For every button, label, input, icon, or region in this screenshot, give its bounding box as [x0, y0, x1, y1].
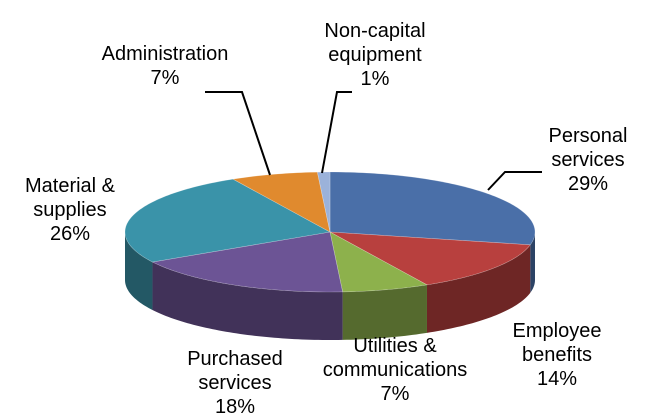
percent-label: 1%	[360, 68, 390, 90]
slice-label: Non-capital equipment 1%	[300, 19, 450, 91]
slice-side	[426, 244, 531, 333]
percent-label: 26%	[49, 223, 91, 245]
slice-side	[530, 232, 535, 293]
category-name: Administration	[101, 43, 229, 65]
percent-label: 7%	[380, 383, 410, 405]
slice-label: Utilities & communications 7%	[300, 334, 490, 406]
category-name: Material & supplies	[24, 175, 116, 221]
percent-label: 7%	[150, 67, 180, 89]
slice	[151, 231, 343, 293]
slice-side	[342, 284, 427, 340]
percent-label: 14%	[536, 368, 578, 390]
category-name: Non-capital equipment	[324, 20, 426, 66]
slice-label: Purchased services 18%	[165, 347, 305, 417]
slice-side	[125, 232, 153, 310]
category-name: Employee benefits	[512, 320, 602, 366]
slice	[232, 171, 331, 233]
percent-label: 29%	[567, 173, 609, 195]
slice-label: Administration 7%	[80, 42, 250, 90]
leader-line	[321, 91, 352, 174]
slice-side	[152, 262, 343, 340]
slice-label: Employee benefits 14%	[497, 319, 617, 391]
slice	[317, 171, 331, 233]
slice-label: Material & supplies 26%	[5, 174, 135, 246]
slice	[329, 231, 428, 293]
slice	[329, 171, 536, 246]
slice	[124, 178, 331, 263]
category-name: Purchased services	[187, 348, 283, 394]
slice	[329, 231, 531, 286]
slice-label: Personal services 29%	[528, 124, 647, 196]
percent-label: 18%	[214, 396, 256, 417]
leader-line	[487, 171, 542, 191]
leader-line	[205, 91, 271, 176]
category-name: Personal services	[548, 125, 628, 171]
category-name: Utilities & communications	[322, 335, 468, 381]
